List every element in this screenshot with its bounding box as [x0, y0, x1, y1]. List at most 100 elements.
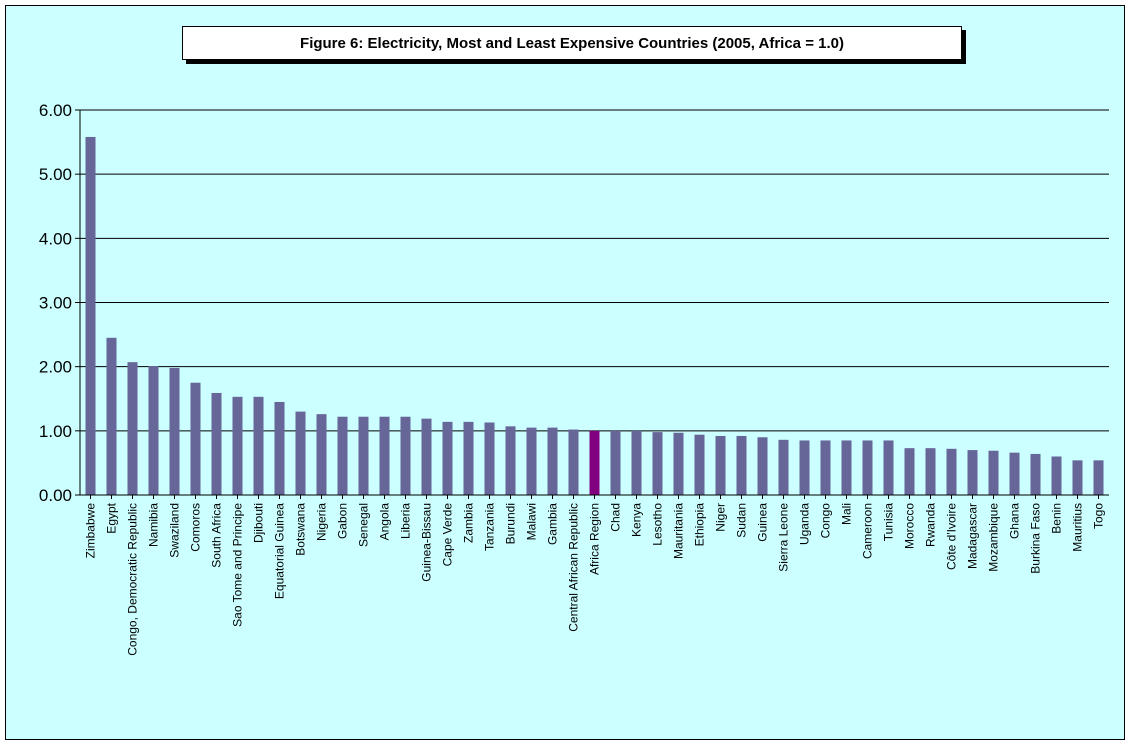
x-tick-label: Tanzania: [483, 503, 497, 551]
x-tick-label: Egypt: [105, 502, 119, 533]
bar: [736, 435, 747, 495]
x-tick-label: Chad: [609, 503, 623, 532]
x-tick-label: Liberia: [399, 503, 413, 539]
bar: [1093, 460, 1104, 495]
x-tick-label: Mozambique: [987, 503, 1001, 572]
y-tick-label: 1.00: [39, 422, 72, 441]
x-tick-label: South Africa: [210, 503, 224, 568]
x-tick-label: Zambia: [462, 503, 476, 543]
x-tick-label: Lesotho: [651, 503, 665, 546]
bar: [547, 427, 558, 495]
x-tick-label: Madagascar: [966, 503, 980, 569]
x-tick-label: Burkina Faso: [1029, 503, 1043, 574]
x-tick-label: Tunisia: [882, 503, 896, 542]
bar: [442, 421, 453, 495]
chart-title-box: Figure 6: Electricity, Most and Least Ex…: [182, 26, 962, 60]
bar: [967, 450, 978, 495]
bar: [652, 432, 663, 495]
x-tick-label: Guinea: [756, 503, 770, 542]
bar: [1072, 460, 1083, 495]
bar: [757, 437, 768, 495]
bar: [946, 448, 957, 495]
bar: [799, 440, 810, 495]
bar: [904, 448, 915, 495]
bar: [778, 439, 789, 495]
x-tick-label: Nigeria: [315, 503, 329, 541]
bar: [631, 430, 642, 495]
bar: [190, 382, 201, 495]
axes: [75, 109, 1109, 499]
bar: [316, 414, 327, 495]
x-tick-label: Equatorial Guinea: [273, 503, 287, 599]
bar: [694, 434, 705, 495]
x-tick-label: Gabon: [336, 503, 350, 539]
x-tick-label: Ghana: [1008, 503, 1022, 539]
bar: [463, 421, 474, 495]
x-tick-label: Niger: [714, 503, 728, 532]
x-tick-label: Malawi: [525, 503, 539, 540]
bar: [1051, 456, 1062, 495]
x-tick-label: Uganda: [798, 503, 812, 545]
bar: [484, 422, 495, 495]
bar: [400, 416, 411, 495]
bar: [988, 450, 999, 495]
y-tick-label: 6.00: [39, 101, 72, 120]
bars: [85, 136, 1104, 495]
bar: [421, 418, 432, 495]
x-tick-label: Djibouti: [252, 503, 266, 543]
x-tick-label: Central African Republic: [567, 503, 581, 632]
bar: [148, 366, 159, 495]
chart-title: Figure 6: Electricity, Most and Least Ex…: [300, 34, 844, 52]
x-tick-label: Cape Verde: [441, 503, 455, 567]
bar: [1009, 452, 1020, 495]
x-tick-label: Namibia: [147, 503, 161, 547]
x-tick-label: Gambia: [546, 503, 560, 545]
bar: [610, 430, 621, 495]
x-tick-label: Congo: [819, 503, 833, 539]
x-tick-label: Kenya: [630, 503, 644, 537]
x-tick-label: Rwanda: [924, 503, 938, 547]
gridlines: [80, 109, 1109, 432]
y-axis-tick-labels: 0.00 1.00 2.00 3.00 4.00 5.00 6.00: [39, 101, 72, 505]
bar: [715, 435, 726, 495]
x-tick-label: Africa Region: [588, 503, 602, 575]
bar: [673, 432, 684, 495]
y-tick-label: 4.00: [39, 229, 72, 248]
x-tick-label: Côte d'Ivoire: [945, 503, 959, 570]
x-tick-label: Mauritania: [672, 503, 686, 559]
x-axis-tick-labels: Zimbabwe Egypt Congo, Democratic Republic N…: [84, 502, 1106, 655]
bar: [1030, 453, 1041, 495]
x-tick-label: Ethiopia: [693, 503, 707, 547]
bar: [253, 396, 264, 495]
x-tick-label: Congo, Democratic Republic: [126, 503, 140, 656]
x-tick-label: Benin: [1050, 503, 1064, 534]
bar: [883, 440, 894, 495]
bar: [862, 440, 873, 495]
bar: [295, 411, 306, 495]
bar: [211, 392, 222, 495]
bar: [841, 440, 852, 495]
bar: [274, 401, 285, 495]
bar: [337, 416, 348, 495]
bar: [358, 416, 369, 495]
bar: [169, 367, 180, 495]
y-tick-label: 5.00: [39, 165, 72, 184]
x-tick-label: Sao Tome and Principe: [231, 503, 245, 627]
x-tick-label: Senegal: [357, 503, 371, 547]
bar: [589, 430, 600, 495]
bar: [232, 396, 243, 495]
x-tick-label: Botswana: [294, 503, 308, 556]
bar: [127, 362, 138, 495]
x-tick-label: Swaziland: [168, 503, 182, 558]
x-tick-label: Morocco: [903, 503, 917, 549]
y-tick-label: 0.00: [39, 486, 72, 505]
bar: [379, 416, 390, 495]
y-tick-label: 3.00: [39, 294, 72, 313]
x-tick-label: Guinea-Bissau: [420, 503, 434, 582]
x-tick-label: Mauritius: [1071, 503, 1085, 552]
x-tick-label: Mali: [840, 503, 854, 525]
x-tick-label: Sudan: [735, 503, 749, 538]
bar: [526, 427, 537, 495]
x-tick-label: Cameroon: [861, 503, 875, 559]
y-tick-label: 2.00: [39, 358, 72, 377]
